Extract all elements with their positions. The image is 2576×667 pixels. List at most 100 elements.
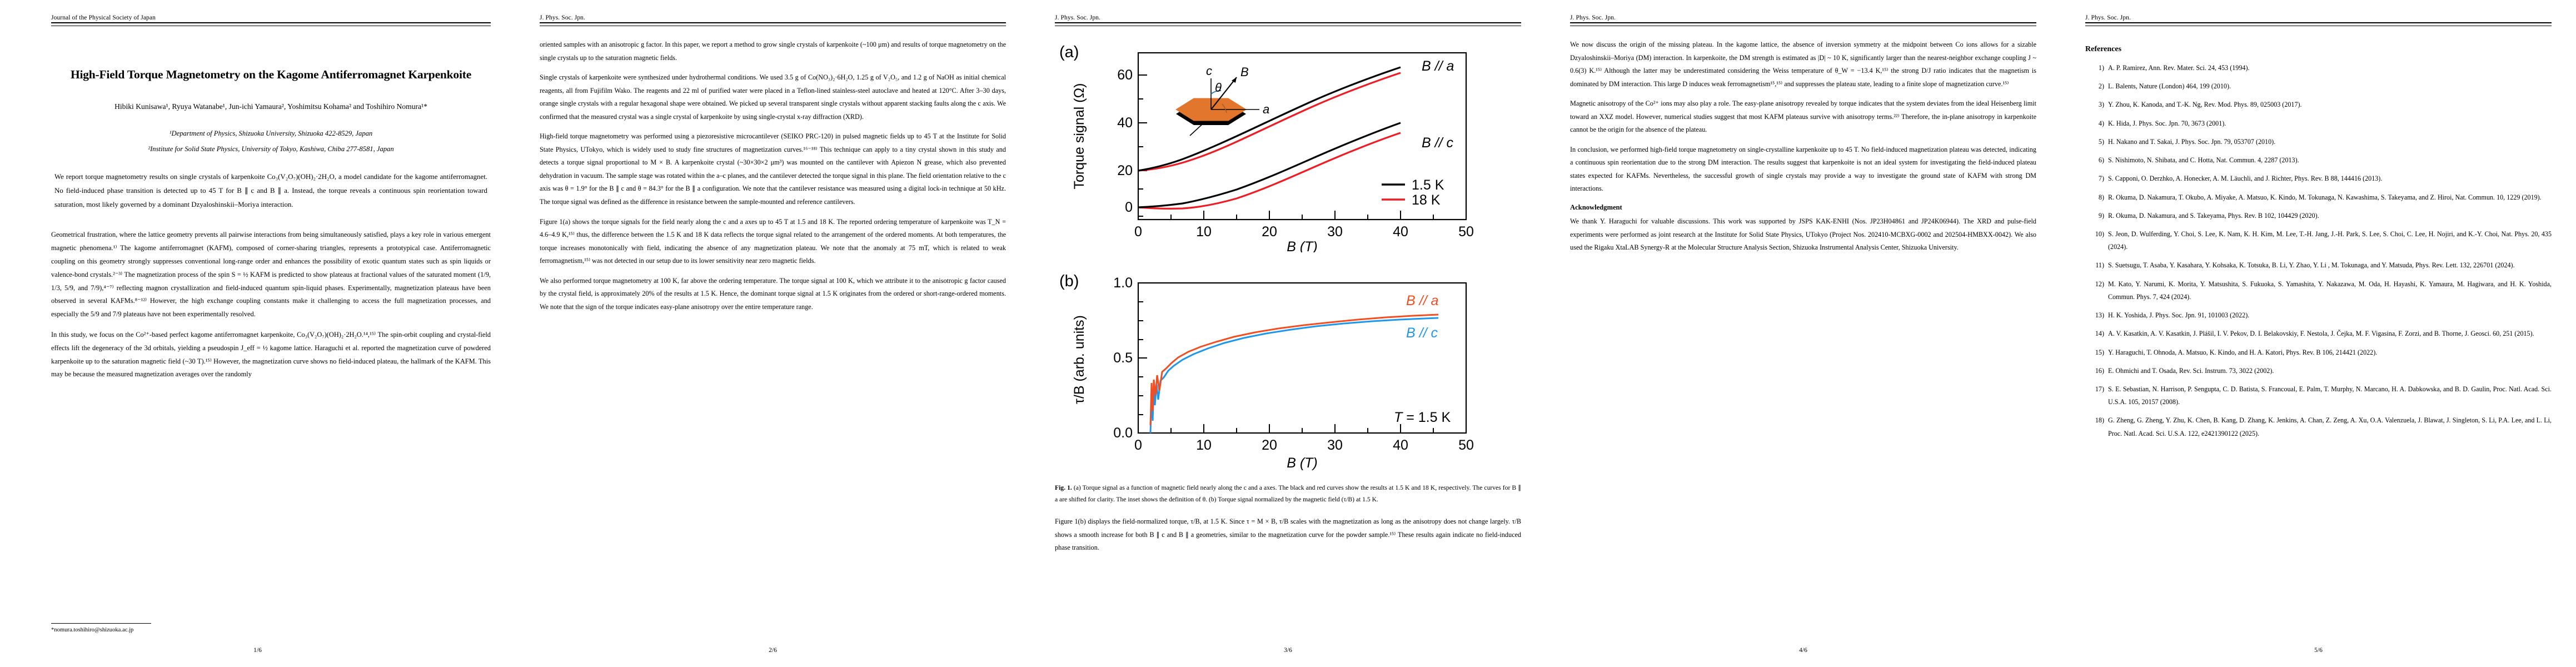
reference-text: S. E. Sebastian, N. Harrison, P. Sengupt… bbox=[2108, 385, 2552, 406]
reference-item: 13) H. K. Yoshida, J. Phys. Soc. Jpn. 91,… bbox=[2085, 309, 2552, 322]
page-5-running-head: J. Phys. Soc. Jpn. bbox=[2085, 14, 2131, 21]
panel-a-annotation-b-parallel-c: B // c bbox=[1422, 135, 1453, 151]
reference-item: 12) M. Kato, Y. Narumi, K. Morita, Y. Mat… bbox=[2085, 278, 2552, 303]
panel-a-ytick-20: 20 bbox=[1117, 163, 1133, 178]
panel-a-y-axis-label: Torque signal (Ω) bbox=[1072, 83, 1087, 190]
panel-b-svg: (b) 1.0 0.5 bbox=[1059, 272, 1474, 471]
panel-b-x-ticks bbox=[1138, 424, 1467, 433]
reference-text: H. Nakano and T. Sakai, J. Phys. Soc. Jp… bbox=[2108, 137, 2276, 146]
panel-b-annotation-b-parallel-a: B // a bbox=[1406, 293, 1438, 308]
page-5-footer: 5/6 bbox=[2314, 647, 2323, 654]
reference-text: S. Capponi, O. Derzhko, A. Honecker, A. … bbox=[2108, 175, 2383, 183]
page-2-running-head: J. Phys. Soc. Jpn. bbox=[540, 14, 585, 21]
reference-number: 17) bbox=[2095, 385, 2104, 393]
inset-label-c: c bbox=[1206, 64, 1212, 78]
page-4: J. Phys. Soc. Jpn. We now discuss the or… bbox=[1546, 0, 2061, 667]
reference-number: 14) bbox=[2095, 330, 2104, 338]
page-1-footer: 1/6 bbox=[253, 647, 262, 654]
panel-a-xtick-40: 40 bbox=[1393, 224, 1408, 240]
panel-a-xtick-20: 20 bbox=[1262, 224, 1277, 240]
reference-item: 4) K. Hida, J. Phys. Soc. Jpn. 70, 3673 (… bbox=[2085, 117, 2552, 130]
body-paragraph: Single crystals of karpenkoite were synt… bbox=[540, 73, 1006, 121]
legend-label-1.5K: 1.5 K bbox=[1412, 177, 1444, 193]
page-1-running-head: Journal of the Physical Society of Japan bbox=[51, 14, 156, 21]
reference-text: Y. Zhou, K. Kanoda, and T.-K. Ng, Rev. M… bbox=[2108, 101, 2302, 109]
reference-number: 6) bbox=[2098, 156, 2104, 165]
panel-a-curve-ba-1.5K bbox=[1138, 66, 1401, 172]
reference-number: 5) bbox=[2098, 137, 2104, 146]
body-paragraph: We now discuss the origin of the missing… bbox=[1570, 41, 2036, 88]
panel-a-inset-crystal-diagram: c B θ a bbox=[1175, 64, 1269, 136]
reference-item: 18) G. Zheng, G. Zheng, Y. Zhu, K. Chen, … bbox=[2085, 414, 2552, 440]
reference-item: 3) Y. Zhou, K. Kanoda, and T.-K. Ng, Rev.… bbox=[2085, 98, 2552, 111]
reference-item: 7) S. Capponi, O. Derzhko, A. Honecker, A… bbox=[2085, 172, 2552, 185]
page-3-rule-thick bbox=[1055, 22, 1521, 23]
reference-number: 12) bbox=[2095, 280, 2104, 288]
page-3-running-head: J. Phys. Soc. Jpn. bbox=[1055, 14, 1100, 21]
inset-pointer-line bbox=[1189, 122, 1204, 136]
reference-item: 17) S. E. Sebastian, N. Harrison, P. Seng… bbox=[2085, 383, 2552, 409]
page-title: High-Field Torque Magnetometry on the Ka… bbox=[70, 68, 472, 81]
reference-number: 2) bbox=[2098, 82, 2104, 91]
page-3: J. Phys. Soc. Jpn. (a) bbox=[1030, 0, 1546, 667]
panel-b-xtick-50: 50 bbox=[1458, 437, 1474, 453]
inset-arrowhead-B bbox=[1232, 77, 1237, 83]
reference-number: 16) bbox=[2095, 366, 2104, 375]
reference-item: 8) R. Okuma, D. Nakamura, T. Okubo, A. Mi… bbox=[2085, 191, 2552, 204]
reference-number: 4) bbox=[2098, 119, 2104, 127]
inset-label-a: a bbox=[1263, 102, 1269, 116]
reference-number: 13) bbox=[2095, 311, 2104, 320]
acknowledgment-heading: Acknowledgment bbox=[1570, 203, 1622, 212]
panel-a-ytick-0: 0 bbox=[1125, 200, 1133, 215]
panel-b-xtick-20: 20 bbox=[1262, 437, 1277, 453]
page-2-footer: 2/6 bbox=[769, 647, 777, 654]
reference-text: M. Kato, Y. Narumi, K. Morita, Y. Matsus… bbox=[2108, 280, 2552, 301]
acknowledgment-body: We thank Y. Haraguchi for valuable discu… bbox=[1570, 215, 2036, 255]
reference-text: S. Jeon, D. Wulferding, Y. Choi, S. Lee,… bbox=[2108, 230, 2552, 251]
reference-item: 15) Y. Haraguchi, T. Ohnoda, A. Matsuo, K… bbox=[2085, 346, 2552, 359]
page-4-rule-thick bbox=[1570, 22, 2036, 23]
reference-text: E. Ohmichi and T. Osada, Rev. Sci. Instr… bbox=[2108, 366, 2274, 375]
panel-b-y-axis-label: τ/B (arb. units) bbox=[1072, 315, 1087, 404]
reference-text: Y. Haraguchi, T. Ohnoda, A. Matsuo, K. K… bbox=[2108, 348, 2378, 356]
author-list: Hibiki Kunisawa¹, Ryuya Watanabe¹, Jun-i… bbox=[114, 102, 427, 111]
panel-a-label: (a) bbox=[1059, 43, 1079, 61]
panel-a-curve-ba-18K bbox=[1138, 72, 1401, 172]
reference-item: 10) S. Jeon, D. Wulferding, Y. Choi, S. L… bbox=[2085, 228, 2552, 253]
figure-1: (a) 60 40 2 bbox=[1055, 38, 1521, 505]
figure-1-caption: Fig. 1. (a) Torque signal as a function … bbox=[1055, 482, 1521, 505]
body-paragraph: Geometrical frustration, where the latti… bbox=[51, 231, 491, 318]
panel-b-ytick-0.0: 0.0 bbox=[1113, 425, 1133, 441]
panel-b-annotation-b-parallel-c: B // c bbox=[1406, 325, 1438, 341]
panel-a-y-ticks bbox=[1138, 74, 1147, 217]
body-paragraph: In this study, we focus on the Co²⁺-base… bbox=[51, 331, 491, 379]
page-3-body: Figure 1(b) displays the field-normalize… bbox=[1055, 515, 1521, 555]
inset-axis-B bbox=[1210, 77, 1237, 110]
panel-a-svg: (a) 60 40 2 bbox=[1059, 43, 1474, 255]
body-paragraph: High-field torque magnetometry was perfo… bbox=[540, 132, 1006, 206]
panel-a-ytick-60: 60 bbox=[1117, 67, 1133, 83]
reference-number: 1) bbox=[2098, 64, 2104, 72]
references-heading: References bbox=[2085, 45, 2122, 53]
body-paragraph: oriented samples with an anisotropic g f… bbox=[540, 41, 1006, 62]
page-3-footer: 3/6 bbox=[1284, 647, 1292, 654]
panel-b-xtick-0: 0 bbox=[1134, 437, 1142, 453]
reference-item: 6) S. Nishimoto, N. Shibata, and C. Hotta… bbox=[2085, 154, 2552, 167]
affiliation-1: ¹Department of Physics, Shizuoka Univers… bbox=[169, 130, 373, 138]
panel-a-curve-bc-1.5K bbox=[1138, 122, 1401, 208]
figure-1-caption-label: Fig. 1. bbox=[1055, 484, 1072, 491]
body-paragraph: Figure 1(b) displays the field-normalize… bbox=[1055, 517, 1521, 552]
page-2-rule-thick bbox=[540, 22, 1006, 23]
reference-number: 15) bbox=[2095, 348, 2104, 356]
page-1: Journal of the Physical Society of Japan… bbox=[0, 0, 515, 667]
body-paragraph: Magnetic anisotropy of the Co²⁺ ions may… bbox=[1570, 99, 2036, 134]
reference-text: K. Hida, J. Phys. Soc. Jpn. 70, 3673 (20… bbox=[2108, 119, 2226, 127]
figure-1-caption-text: (a) Torque signal as a function of magne… bbox=[1055, 484, 1522, 503]
inset-label-theta: θ bbox=[1215, 81, 1222, 94]
reference-number: 7) bbox=[2098, 175, 2104, 183]
footnote-block: *nomura.toshihiro@shizuoka.ac.jp bbox=[51, 623, 474, 635]
reference-item: 9) R. Okuma, D. Nakamura, and S. Takeyama… bbox=[2085, 210, 2552, 222]
reference-item: 16) E. Ohmichi and T. Osada, Rev. Sci. In… bbox=[2085, 365, 2552, 377]
figure-1-panel-b: (b) 1.0 0.5 bbox=[1055, 260, 1521, 474]
panel-b-y-ticks bbox=[1138, 282, 1147, 434]
